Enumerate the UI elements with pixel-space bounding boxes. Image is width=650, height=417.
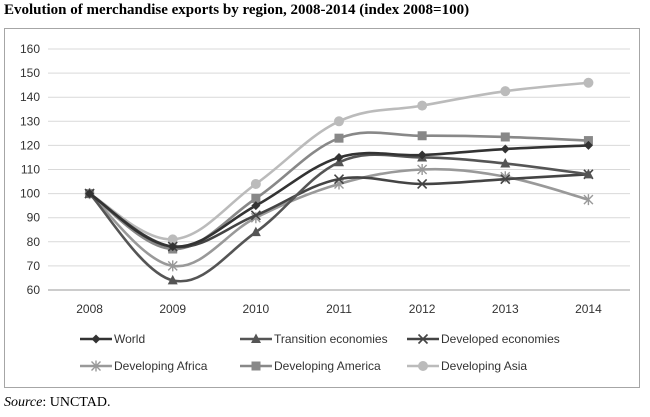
legend-label: Transition economies bbox=[274, 332, 388, 346]
y-tick-label: 140 bbox=[20, 90, 40, 104]
data-point bbox=[250, 178, 261, 189]
data-point bbox=[417, 131, 427, 141]
source-note: Source: UNCTAD. bbox=[4, 395, 110, 411]
data-point bbox=[250, 226, 261, 237]
data-point bbox=[500, 144, 510, 154]
y-tick-label: 110 bbox=[21, 163, 40, 177]
y-tick-label: 120 bbox=[20, 138, 40, 152]
legend-marker bbox=[417, 333, 429, 345]
data-point bbox=[334, 152, 344, 162]
legend-item: Developing Asia bbox=[407, 359, 527, 373]
legend-marker bbox=[91, 334, 101, 344]
data-point bbox=[167, 274, 178, 285]
data-point bbox=[417, 164, 428, 175]
data-point bbox=[251, 193, 261, 203]
y-tick-label: 90 bbox=[27, 211, 41, 225]
data-point bbox=[417, 100, 428, 111]
legend-item: Developing America bbox=[240, 359, 381, 373]
legend-label: Developing Africa bbox=[114, 359, 208, 373]
legend-item: World bbox=[80, 332, 145, 346]
data-point bbox=[417, 150, 427, 160]
data-point bbox=[583, 168, 594, 179]
legend-marker bbox=[251, 361, 261, 371]
data-point bbox=[500, 86, 511, 97]
source-label: Source bbox=[4, 395, 43, 410]
legend-item: Developed economies bbox=[407, 332, 560, 346]
data-point bbox=[334, 133, 344, 143]
x-tick-label: 2014 bbox=[575, 302, 602, 316]
chart-title: Evolution of merchandise exports by regi… bbox=[4, 2, 470, 18]
legend-marker bbox=[251, 333, 261, 343]
x-tick-label: 2012 bbox=[409, 302, 436, 316]
data-point bbox=[583, 77, 594, 88]
x-tick-label: 2008 bbox=[76, 302, 103, 316]
legend-label: Developing America bbox=[274, 359, 381, 373]
legend-label: Developing Asia bbox=[441, 359, 527, 373]
data-point bbox=[500, 132, 510, 142]
data-point bbox=[583, 136, 593, 146]
data-point bbox=[500, 174, 511, 185]
y-tick-label: 100 bbox=[20, 187, 40, 201]
data-point bbox=[500, 157, 511, 168]
source-text: : UNCTAD. bbox=[42, 395, 111, 410]
data-point bbox=[168, 242, 178, 252]
data-point bbox=[167, 260, 178, 272]
y-tick-label: 70 bbox=[27, 259, 41, 273]
data-point bbox=[417, 178, 428, 190]
y-tick-label: 150 bbox=[20, 66, 40, 80]
data-point bbox=[583, 140, 593, 150]
legend-label: World bbox=[114, 332, 145, 346]
y-tick-label: 80 bbox=[27, 235, 41, 249]
series-developing-africa bbox=[84, 164, 594, 272]
data-point bbox=[251, 201, 261, 211]
y-tick-label: 160 bbox=[20, 42, 40, 56]
legend-marker bbox=[418, 361, 428, 371]
data-point bbox=[250, 210, 261, 221]
legend-label: Developed economies bbox=[441, 332, 560, 346]
legend-item: Developing Africa bbox=[80, 359, 208, 373]
data-point bbox=[583, 194, 594, 206]
legend-item: Transition economies bbox=[240, 332, 388, 346]
legend-marker bbox=[91, 360, 101, 372]
y-tick-label: 130 bbox=[20, 114, 40, 128]
data-point bbox=[334, 116, 344, 127]
series-world bbox=[85, 140, 593, 252]
series-line bbox=[88, 131, 589, 251]
x-tick-label: 2010 bbox=[243, 302, 270, 316]
data-point bbox=[85, 189, 95, 199]
y-tick-label: 60 bbox=[27, 283, 41, 297]
data-point bbox=[333, 174, 345, 185]
data-point bbox=[167, 234, 178, 245]
x-tick-label: 2009 bbox=[159, 302, 186, 316]
x-tick-label: 2013 bbox=[492, 302, 519, 316]
x-tick-label: 2011 bbox=[326, 302, 352, 316]
